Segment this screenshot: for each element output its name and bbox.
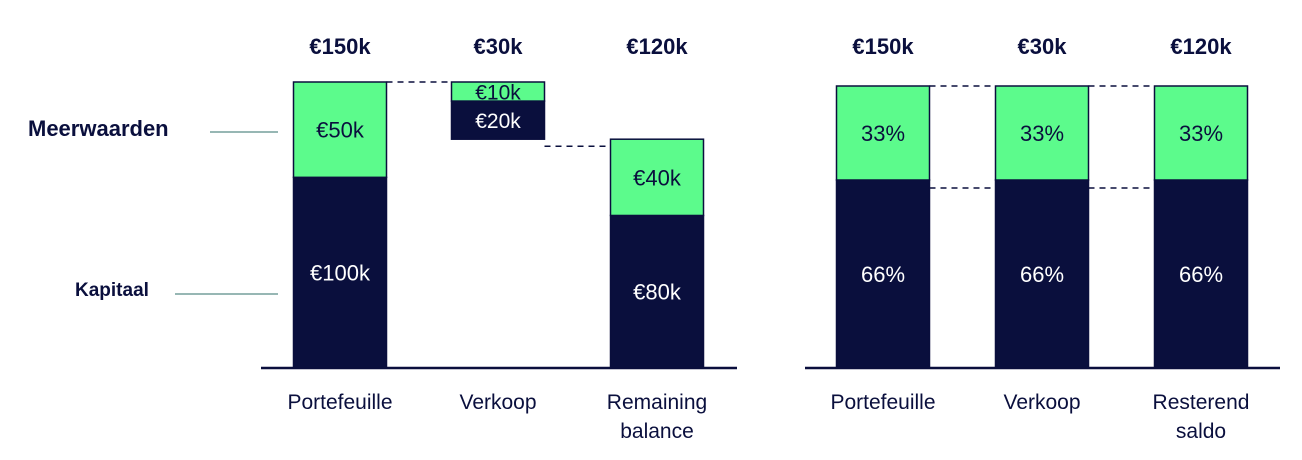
chart2-kapitaal-label-2: 66% — [1020, 262, 1064, 287]
chart1-total-2: €30k — [474, 34, 524, 59]
chart1-kapitaal-label-1: €100k — [310, 261, 371, 286]
chart1-category-remaining-balance-l1: Remaining — [607, 391, 707, 414]
chart1-meerwaarden-label-3: €40k — [633, 165, 682, 190]
chart2-kapitaal-bar-2 — [994, 179, 1090, 369]
chart2-category-verkoop: Verkoop — [1003, 391, 1080, 414]
chart1-kapitaal-label-3: €80k — [633, 280, 682, 305]
meerwaarden-label: Meerwaarden — [28, 116, 169, 141]
chart2-category-resterend-saldo-l2: saldo — [1176, 420, 1226, 443]
chart2-category-resterend-saldo-l1: Resterend — [1153, 391, 1250, 414]
chart2-kapitaal-label-1: 66% — [861, 262, 905, 287]
chart2-kapitaal-label-3: 66% — [1179, 262, 1223, 287]
chart1-category-verkoop: Verkoop — [459, 391, 536, 414]
chart1-kapitaal-bar-1 — [292, 176, 388, 369]
chart2-meerwaarden-bar-1 — [835, 85, 931, 181]
chart1-category-portefeuille: Portefeuille — [287, 391, 392, 414]
chart2-meerwaarden-bar-3 — [1153, 85, 1249, 181]
chart2-kapitaal-bar-3 — [1153, 179, 1249, 369]
chart2-meerwaarden-label-2: 33% — [1020, 121, 1064, 146]
chart1-meerwaarden-label-2: €10k — [475, 82, 521, 105]
chart2-meerwaarden-bar-2 — [994, 85, 1090, 181]
chart2-category-portefeuille: Portefeuille — [830, 391, 935, 414]
chart1-meerwaarden-label-1: €50k — [316, 118, 365, 143]
chart1-total-1: €150k — [309, 34, 371, 59]
kapitaal-label: Kapitaal — [75, 280, 149, 301]
chart1-kapitaal-label-2: €20k — [475, 110, 521, 133]
chart1-kapitaal-bar-3 — [609, 214, 705, 369]
chart1-meerwaarden-bar-2 — [450, 81, 546, 102]
chart2-total-2: €30k — [1018, 34, 1068, 59]
chart2-total-1: €150k — [852, 34, 914, 59]
chart2-total-3: €120k — [1170, 34, 1232, 59]
chart1-total-3: €120k — [626, 34, 688, 59]
chart1-meerwaarden-bar-3 — [609, 138, 705, 217]
chart1-meerwaarden-bar-1 — [292, 81, 388, 179]
chart2-meerwaarden-label-1: 33% — [861, 121, 905, 146]
chart1-category-remaining-balance-l2: balance — [620, 420, 694, 443]
chart2-meerwaarden-label-3: 33% — [1179, 121, 1223, 146]
